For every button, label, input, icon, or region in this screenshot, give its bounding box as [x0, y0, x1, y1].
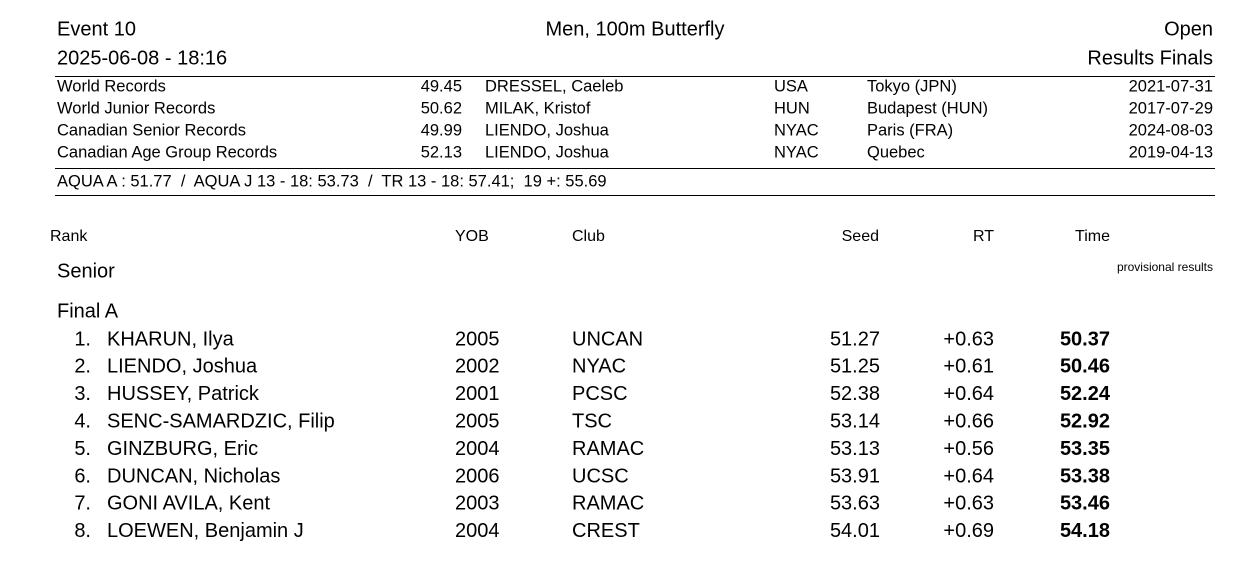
- club: CREST: [572, 520, 640, 542]
- club: NYAC: [572, 356, 626, 378]
- record-location: Tokyo (JPN): [867, 77, 957, 95]
- rank: 3.: [74, 383, 91, 405]
- seed-time: 51.25: [830, 356, 880, 378]
- final-time: 50.37: [1060, 328, 1110, 350]
- year-of-birth: 2003: [455, 493, 500, 515]
- reaction-time: +0.56: [943, 438, 994, 460]
- final-time: 54.18: [1060, 520, 1110, 542]
- year-of-birth: 2005: [455, 328, 500, 350]
- record-nation: HUN: [774, 99, 810, 117]
- reaction-time: +0.63: [943, 328, 994, 350]
- reaction-time: +0.66: [943, 410, 994, 432]
- rank: 4.: [74, 410, 91, 432]
- col-time: Time: [1075, 228, 1110, 245]
- rank: 1.: [74, 328, 91, 350]
- year-of-birth: 2004: [455, 520, 500, 542]
- record-time: 49.45: [421, 77, 462, 95]
- event-number: Event 10: [57, 18, 136, 40]
- col-rank: Rank: [50, 228, 88, 245]
- record-date: 2024-08-03: [1129, 121, 1213, 139]
- club: RAMAC: [572, 438, 644, 460]
- athlete-name: SENC-SAMARDZIC, Filip: [107, 410, 335, 432]
- record-holder: DRESSEL, Caeleb: [485, 77, 624, 95]
- rank: 7.: [74, 493, 91, 515]
- final-time: 52.92: [1060, 410, 1110, 432]
- seed-time: 54.01: [830, 520, 880, 542]
- record-location: Paris (FRA): [867, 121, 953, 139]
- record-nation: NYAC: [774, 121, 819, 139]
- athlete-name: LOEWEN, Benjamin J: [107, 520, 304, 542]
- final-time: 53.38: [1060, 465, 1110, 487]
- final-time: 50.46: [1060, 356, 1110, 378]
- record-nation: USA: [774, 77, 808, 95]
- record-name: World Records: [57, 77, 166, 95]
- final-time: 53.35: [1060, 438, 1110, 460]
- rank: 6.: [74, 465, 91, 487]
- rank: 5.: [74, 438, 91, 460]
- rank: 2.: [74, 356, 91, 378]
- record-nation: NYAC: [774, 143, 819, 161]
- record-holder: LIENDO, Joshua: [485, 143, 610, 161]
- reaction-time: +0.64: [943, 383, 994, 405]
- event-category: Open: [1164, 18, 1213, 40]
- record-name: Canadian Age Group Records: [57, 143, 277, 161]
- athlete-name: KHARUN, Ilya: [107, 328, 235, 350]
- qualifying-standards: AQUA A : 51.77 / AQUA J 13 - 18: 53.73 /…: [57, 172, 607, 190]
- seed-time: 52.38: [830, 383, 880, 405]
- col-yob: YOB: [455, 228, 489, 245]
- athlete-name: LIENDO, Joshua: [107, 356, 258, 378]
- reaction-time: +0.64: [943, 465, 994, 487]
- reaction-time: +0.61: [943, 356, 994, 378]
- event-title: Men, 100m Butterfly: [546, 18, 725, 40]
- athlete-name: GINZBURG, Eric: [107, 438, 258, 460]
- year-of-birth: 2006: [455, 465, 500, 487]
- record-date: 2019-04-13: [1129, 143, 1213, 161]
- record-date: 2017-07-29: [1129, 99, 1213, 117]
- record-name: World Junior Records: [57, 99, 215, 117]
- col-rt: RT: [973, 228, 994, 245]
- seed-time: 51.27: [830, 328, 880, 350]
- club: TSC: [572, 410, 612, 432]
- year-of-birth: 2001: [455, 383, 500, 405]
- record-location: Budapest (HUN): [867, 99, 988, 117]
- seed-time: 53.14: [830, 410, 880, 432]
- record-time: 50.62: [421, 99, 462, 117]
- note: provisional results: [1117, 260, 1213, 274]
- seed-time: 53.91: [830, 465, 880, 487]
- year-of-birth: 2002: [455, 356, 500, 378]
- record-name: Canadian Senior Records: [57, 121, 246, 139]
- col-club: Club: [572, 228, 605, 245]
- athlete-name: GONI AVILA, Kent: [107, 493, 270, 515]
- record-location: Quebec: [867, 143, 925, 161]
- reaction-time: +0.69: [943, 520, 994, 542]
- club: UNCAN: [572, 328, 643, 350]
- seed-time: 53.63: [830, 493, 880, 515]
- record-holder: LIENDO, Joshua: [485, 121, 610, 139]
- event-datetime: 2025-06-08 - 18:16: [57, 47, 227, 69]
- record-holder: MILAK, Kristof: [485, 99, 591, 117]
- record-time: 49.99: [421, 121, 462, 139]
- record-date: 2021-07-31: [1129, 77, 1213, 95]
- section-title: Senior: [57, 260, 115, 282]
- rank: 8.: [74, 520, 91, 542]
- athlete-name: DUNCAN, Nicholas: [107, 465, 280, 487]
- group-title: Final A: [57, 300, 119, 322]
- year-of-birth: 2005: [455, 410, 500, 432]
- club: RAMAC: [572, 493, 644, 515]
- event-phase: Results Finals: [1087, 47, 1213, 69]
- club: UCSC: [572, 465, 629, 487]
- seed-time: 53.13: [830, 438, 880, 460]
- year-of-birth: 2004: [455, 438, 500, 460]
- reaction-time: +0.63: [943, 493, 994, 515]
- col-seed: Seed: [842, 228, 879, 245]
- final-time: 53.46: [1060, 493, 1110, 515]
- club: PCSC: [572, 383, 628, 405]
- athlete-name: HUSSEY, Patrick: [107, 383, 260, 405]
- record-time: 52.13: [421, 143, 462, 161]
- final-time: 52.24: [1060, 383, 1111, 405]
